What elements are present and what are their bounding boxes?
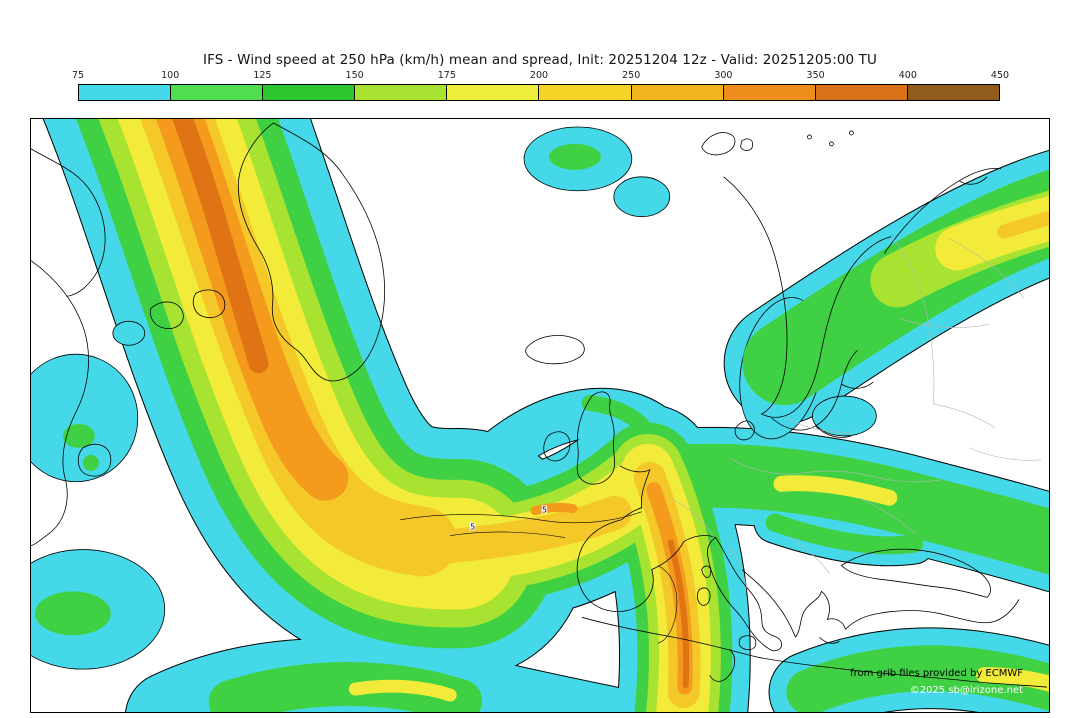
colorbar-tick-label: 250: [622, 70, 641, 81]
map-title: IFS - Wind speed at 250 hPa (km/h) mean …: [203, 52, 877, 68]
colorbar-tick-label: 300: [714, 70, 733, 81]
colorbar-segments: [78, 84, 1000, 101]
spread-contour-label: 5: [542, 506, 547, 515]
colorbar-segment: [447, 85, 540, 100]
colorbar-tick-label: 450: [990, 70, 1010, 81]
country-borders-layer: [669, 236, 1042, 594]
colorbar-segment: [907, 85, 999, 100]
colorbar-segment: [79, 85, 172, 100]
colorbar-segment: [263, 85, 356, 100]
colorbar-ticks: 75 100 125 150 175 200 250 300 350 400 450: [72, 70, 1009, 82]
weather-map: 5 5 from grib files provided by ECMWF ©2…: [30, 118, 1050, 713]
colorbar-segment: [723, 85, 816, 100]
map-canvas: 5 5: [31, 119, 1049, 712]
colorbar-tick-label: 75: [71, 70, 85, 81]
colorbar-tick-label: 350: [806, 70, 825, 81]
colorbar-segment: [539, 85, 632, 100]
colorbar-tick-label: 100: [161, 70, 180, 81]
colorbar-tick-label: 175: [437, 70, 456, 81]
colorbar-segment: [355, 85, 448, 100]
coastlines-layer: [31, 122, 1048, 688]
wind-field-layer: [31, 119, 1049, 712]
colorbar-tick-label: 200: [529, 70, 549, 81]
colorbar: 75 100 125 150 175 200 250 300 350 400 450: [72, 70, 1009, 101]
colorbar-tick-label: 125: [253, 70, 272, 81]
credit-irizone: ©2025 sb@irizone.net: [909, 685, 1023, 696]
credit-ecmwf: from grib files provided by ECMWF: [850, 668, 1023, 679]
colorbar-tick-label: 400: [898, 70, 917, 81]
band-dark-orange: [172, 119, 690, 689]
colorbar-segment: [631, 85, 724, 100]
spread-contour-label: 5: [470, 523, 475, 532]
spread-contours-layer: 5 5: [400, 505, 678, 644]
colorbar-segment: [171, 85, 264, 100]
colorbar-tick-label: 150: [345, 70, 364, 81]
colorbar-segment: [815, 85, 908, 100]
